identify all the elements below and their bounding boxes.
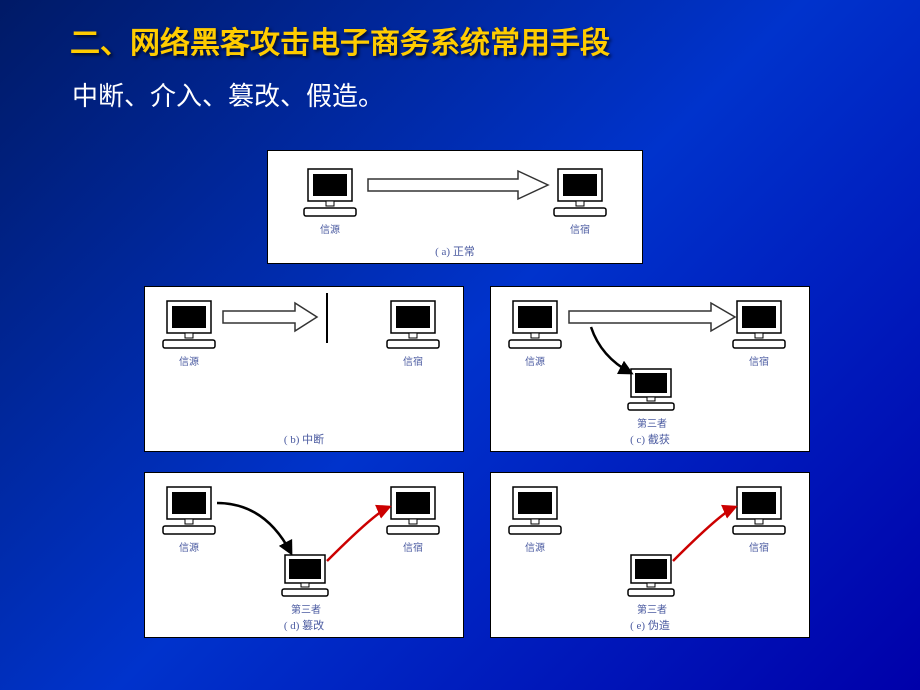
label-source-a: 信源 xyxy=(308,221,352,236)
slide-title: 二、网络黑客攻击电子商务系统常用手段 xyxy=(0,0,920,62)
label-dest-e: 信宿 xyxy=(737,539,781,554)
panel-modification: 信源 信宿 第三者 ( d) 篡改 xyxy=(144,472,464,638)
caption-e: ( e) 伪造 xyxy=(491,617,809,633)
slide-subtitle: 中断、介入、篡改、假造。 xyxy=(0,62,920,113)
panel-interception: 信源 信宿 第三者 ( c) 截获 xyxy=(490,286,810,452)
label-dest-b: 信宿 xyxy=(391,353,435,368)
label-third-d: 第三者 xyxy=(281,601,331,616)
label-source-d: 信源 xyxy=(167,539,211,554)
label-dest-a: 信宿 xyxy=(558,221,602,236)
caption-b: ( b) 中断 xyxy=(145,431,463,447)
diagram-a-svg xyxy=(268,151,644,251)
panel-interruption: 信源 信宿 ( b) 中断 xyxy=(144,286,464,452)
label-dest-c: 信宿 xyxy=(737,353,781,368)
label-dest-d: 信宿 xyxy=(391,539,435,554)
caption-c: ( c) 截获 xyxy=(491,431,809,447)
label-third-c: 第三者 xyxy=(627,415,677,430)
panel-fabrication: 信源 信宿 第三者 ( e) 伪造 xyxy=(490,472,810,638)
panel-normal: 信源 信宿 ( a) 正常 xyxy=(267,150,643,264)
caption-a: ( a) 正常 xyxy=(268,243,642,259)
label-source-e: 信源 xyxy=(513,539,557,554)
label-third-e: 第三者 xyxy=(627,601,677,616)
label-source-c: 信源 xyxy=(513,353,557,368)
label-source-b: 信源 xyxy=(167,353,211,368)
caption-d: ( d) 篡改 xyxy=(145,617,463,633)
